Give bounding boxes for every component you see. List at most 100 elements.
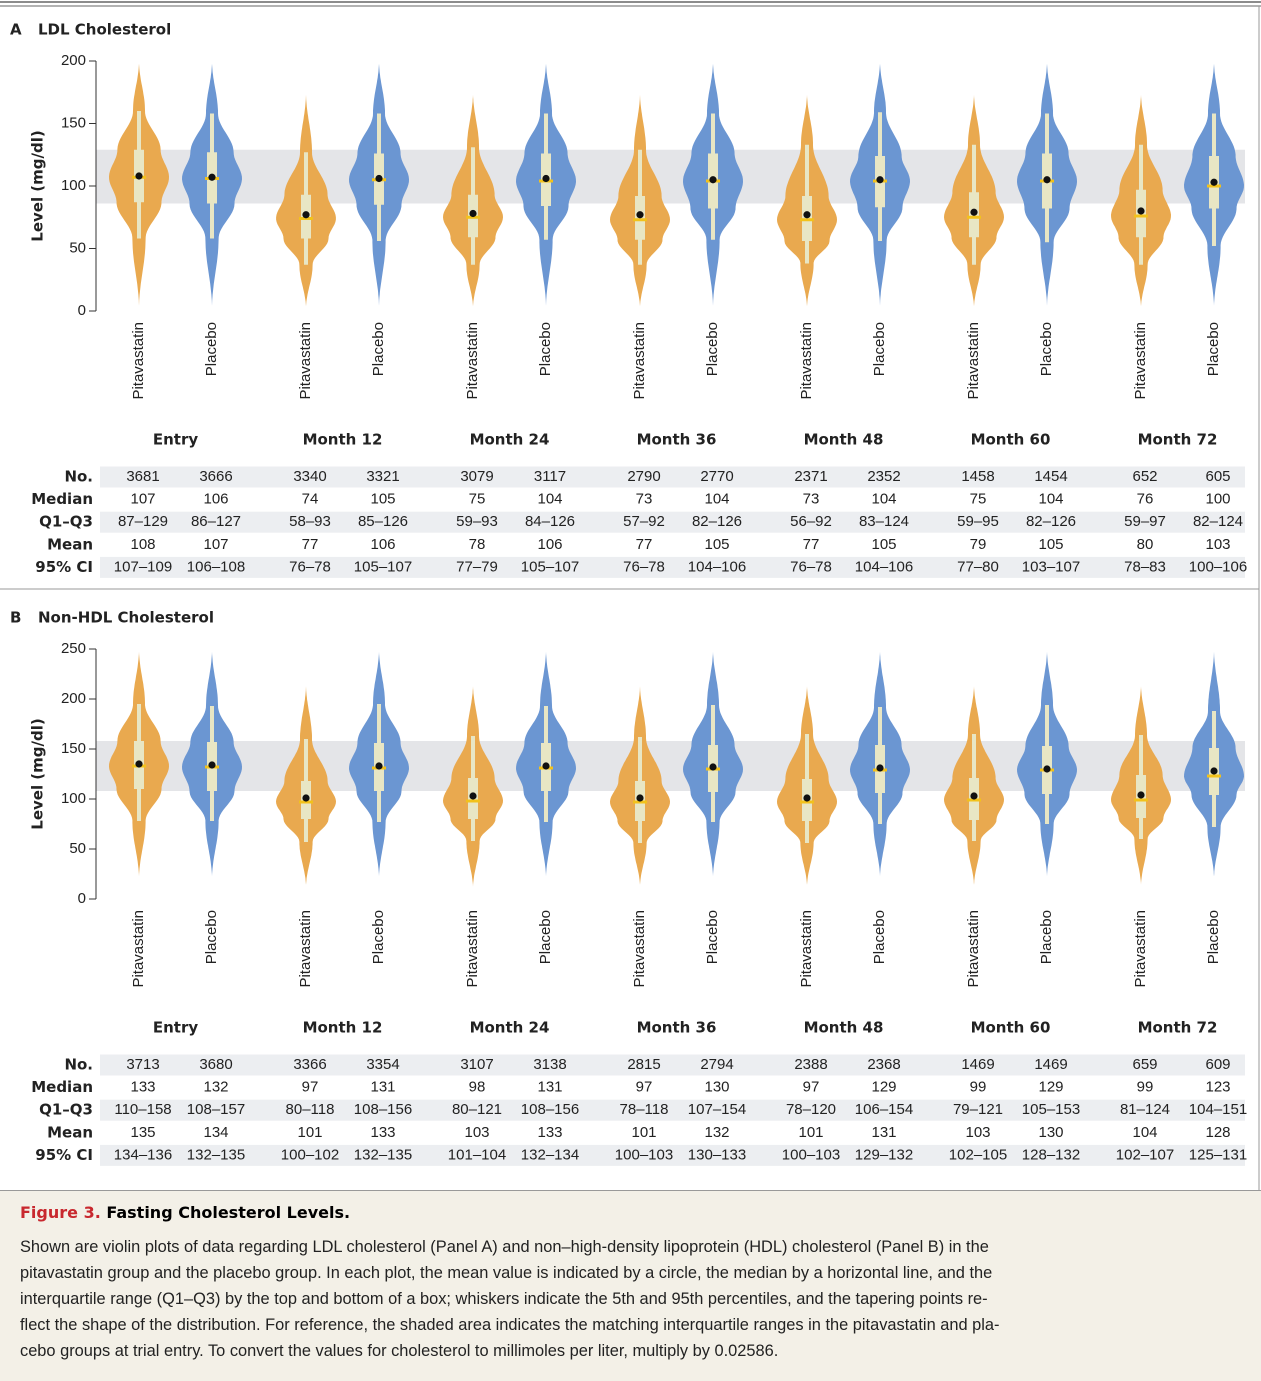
y-axis-label: Level (mg/dl) (29, 718, 47, 829)
mean-dot (876, 176, 884, 184)
table-cell: 132–134 (521, 1146, 579, 1163)
table-cell: 76–78 (790, 558, 832, 575)
table-cell: 107 (130, 491, 155, 508)
table-cell: 133 (370, 1124, 395, 1141)
series-label: Placebo (704, 910, 721, 964)
table-cell: 103 (1205, 536, 1230, 553)
table-cell: 99 (970, 1079, 987, 1096)
mean-dot (970, 208, 978, 216)
table-cell: 105–107 (521, 558, 579, 575)
table-cell: 77 (302, 536, 319, 553)
table-cell: 2815 (627, 1056, 660, 1073)
table-cell: 3117 (534, 468, 566, 485)
y-tick-label: 0 (78, 302, 86, 319)
table-cell: 130–133 (688, 1146, 746, 1163)
table-cell: 77 (803, 536, 820, 553)
median-line (299, 217, 313, 220)
table-cell: 100–103 (782, 1146, 840, 1163)
table-cell: 56–92 (790, 513, 832, 530)
category-label: Month 72 (1138, 1019, 1218, 1037)
table-cell: 108 (130, 536, 155, 553)
category-label: Month 36 (637, 431, 717, 449)
table-cell: 105 (704, 536, 729, 553)
table-cell: 2352 (867, 468, 900, 485)
table-cell: 77 (636, 536, 653, 553)
series-label: Placebo (704, 322, 721, 376)
table-cell: 3681 (126, 468, 159, 485)
table-cell: 82–126 (1026, 513, 1076, 530)
median-line (800, 218, 814, 222)
table-cell: 133 (537, 1124, 562, 1141)
row-shade (100, 556, 1245, 578)
table-cell: 107–154 (688, 1101, 746, 1118)
series-label: Pitavastatin (297, 910, 314, 988)
table-cell: 106 (370, 536, 395, 553)
mean-dot (709, 176, 717, 184)
table-cell: 132 (704, 1124, 729, 1141)
table-cell: 100–103 (615, 1146, 673, 1163)
table-cell: 2371 (794, 468, 827, 485)
caption: Figure 3. Fasting Cholesterol Levels. Sh… (0, 1190, 1261, 1381)
table-cell: 2794 (700, 1056, 733, 1073)
mean-dot (135, 172, 143, 180)
series-label: Pitavastatin (798, 910, 815, 988)
table-cell: 75 (970, 491, 987, 508)
table-cell: 107–109 (114, 558, 172, 575)
table-cell: 106 (537, 536, 562, 553)
caption-line: interquartile range (Q1–Q3) by the top a… (20, 1290, 988, 1308)
table-cell: 99 (1137, 1079, 1154, 1096)
series-label: Placebo (1038, 910, 1055, 964)
y-tick-label: 150 (61, 114, 86, 131)
table-cell: 2770 (700, 468, 733, 485)
table-cell: 104–106 (855, 558, 913, 575)
median-line (800, 800, 814, 804)
category-label: Month 60 (971, 431, 1051, 449)
table-cell: 100–106 (1189, 558, 1247, 575)
series-label: Placebo (203, 910, 220, 964)
table-cell: 3321 (366, 468, 399, 485)
table-cell: 59–97 (1124, 513, 1166, 530)
table-cell: 1454 (1034, 468, 1067, 485)
category-label: Month 12 (303, 1019, 383, 1037)
table-cell: 59–95 (957, 513, 999, 530)
table-cell: 110–158 (114, 1101, 171, 1118)
mean-dot (135, 760, 143, 768)
series-label: Pitavastatin (1132, 322, 1149, 400)
table-cell: 104 (1132, 1124, 1157, 1141)
y-tick-label: 250 (61, 640, 86, 657)
table-cell: 2388 (794, 1056, 827, 1073)
table-cell: 104–106 (688, 558, 746, 575)
median-line (967, 215, 981, 219)
mean-dot (469, 209, 477, 218)
series-label: Pitavastatin (464, 322, 481, 400)
table-cell: 80–121 (452, 1101, 502, 1118)
mean-dot (542, 174, 550, 183)
table-cell: 106–108 (187, 558, 245, 575)
table-cell: 103–107 (1022, 558, 1080, 575)
table-cell: 129 (1038, 1079, 1063, 1096)
panel-label: A (10, 21, 22, 39)
panel-title: LDL Cholesterol (38, 21, 171, 39)
table-cell: 105–107 (354, 558, 412, 575)
table-cell: 87–129 (118, 513, 168, 530)
table-cell: 76–78 (289, 558, 331, 575)
table-cell: 103 (965, 1124, 990, 1141)
table-cell: 59–93 (456, 513, 498, 530)
table-cell: 1469 (1034, 1056, 1067, 1073)
series-label: Pitavastatin (631, 322, 648, 400)
median-line (466, 215, 480, 219)
table-cell: 104 (1038, 491, 1063, 508)
row-label: 95% CI (35, 1146, 93, 1164)
table-cell: 81–124 (1120, 1101, 1170, 1118)
category-label: Month 24 (470, 431, 550, 449)
series-label: Placebo (537, 322, 554, 376)
mean-dot (1137, 207, 1145, 215)
category-label: Month 60 (971, 1019, 1051, 1037)
table-cell: 106 (203, 491, 228, 508)
mean-dot (208, 173, 216, 181)
table-cell: 108–157 (187, 1101, 245, 1118)
row-label: Q1–Q3 (39, 513, 93, 531)
table-cell: 3107 (460, 1056, 493, 1073)
table-cell: 2790 (627, 468, 660, 485)
